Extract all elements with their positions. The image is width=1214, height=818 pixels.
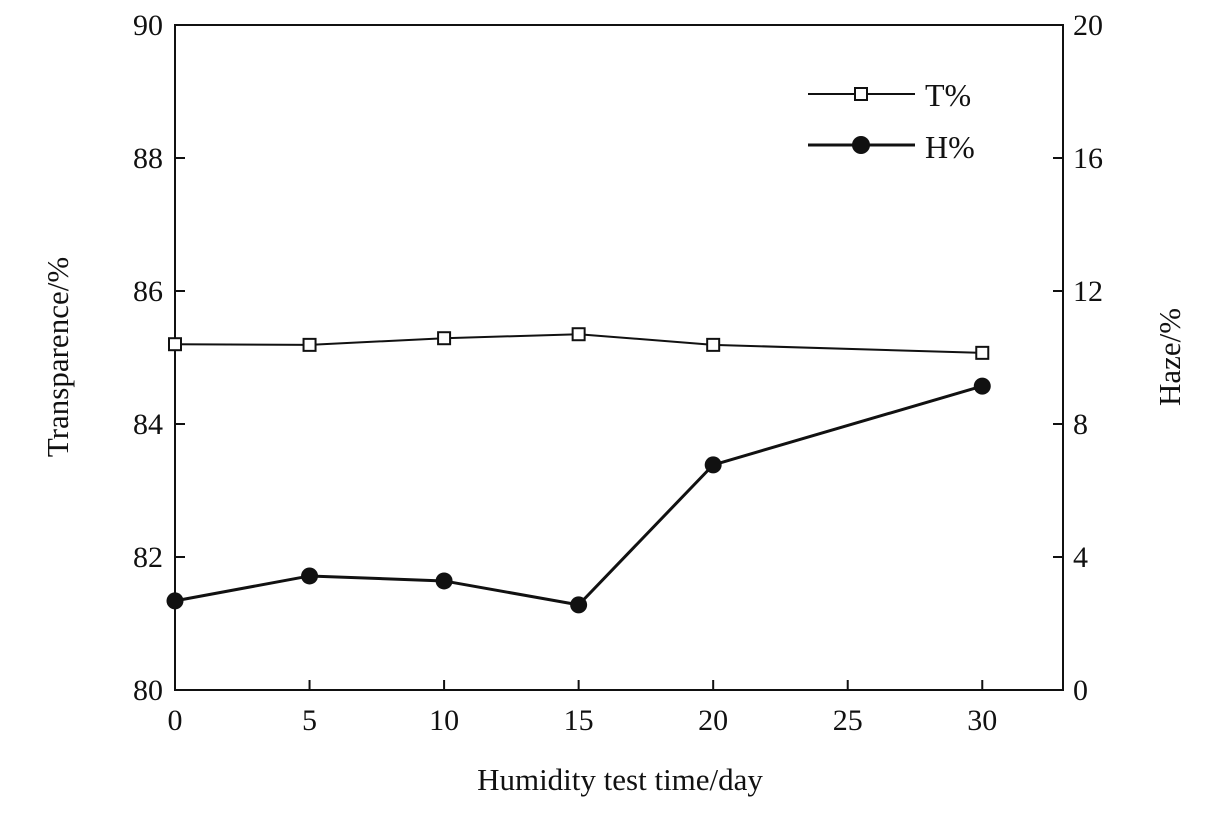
x-tick-label-6: 30 — [967, 704, 997, 737]
x-tick-label-4: 20 — [698, 704, 728, 737]
y2-tick-label-5: 20 — [1073, 9, 1103, 42]
y-tick-label-0: 80 — [133, 674, 163, 707]
y-tick-label-4: 88 — [133, 142, 163, 175]
y2-tick-label-4: 16 — [1073, 142, 1103, 175]
x-axis-label: Humidity test time/day — [477, 762, 763, 797]
t-point-0 — [168, 337, 182, 352]
t-point-1 — [302, 337, 317, 352]
t-point-4 — [706, 337, 721, 352]
x-tick-label-5: 25 — [833, 704, 863, 737]
x-tick-label-3: 15 — [564, 704, 594, 737]
x-tick-label-1: 5 — [302, 704, 317, 737]
y2-tick-label-3: 12 — [1073, 275, 1103, 308]
y-tick-label-2: 84 — [133, 408, 163, 441]
h-point-3 — [570, 596, 588, 614]
h-point-1 — [301, 567, 319, 585]
y-tick-label-1: 82 — [133, 541, 163, 574]
series-line-1 — [174, 384, 983, 607]
y-axis-label: Transparence/% — [40, 257, 75, 457]
h-point-0 — [166, 592, 184, 610]
h-point-5 — [973, 377, 991, 395]
t-point-2 — [437, 331, 452, 346]
t-point-3 — [571, 327, 586, 342]
legend: T% H% — [808, 77, 975, 165]
legend-label-t: T% — [925, 77, 971, 113]
legend-marker-t — [854, 87, 868, 101]
x-tick-label-2: 10 — [429, 704, 459, 737]
y2-tick-label-1: 4 — [1073, 541, 1088, 574]
y2-axis-label: Haze/% — [1152, 308, 1187, 406]
h-point-4 — [704, 456, 722, 474]
y-tick-label-5: 90 — [133, 9, 163, 42]
plot-frame — [174, 24, 1064, 691]
y2-tick-label-0: 0 — [1073, 674, 1088, 707]
x-tick-label-0: 0 — [168, 704, 183, 737]
y2-tick-label-2: 8 — [1073, 408, 1088, 441]
legend-marker-h — [852, 136, 870, 154]
y-tick-label-3: 86 — [133, 275, 163, 308]
legend-label-h: H% — [925, 129, 975, 165]
h-point-2 — [435, 572, 453, 590]
series-line-0 — [174, 333, 983, 354]
t-point-5 — [975, 345, 990, 360]
